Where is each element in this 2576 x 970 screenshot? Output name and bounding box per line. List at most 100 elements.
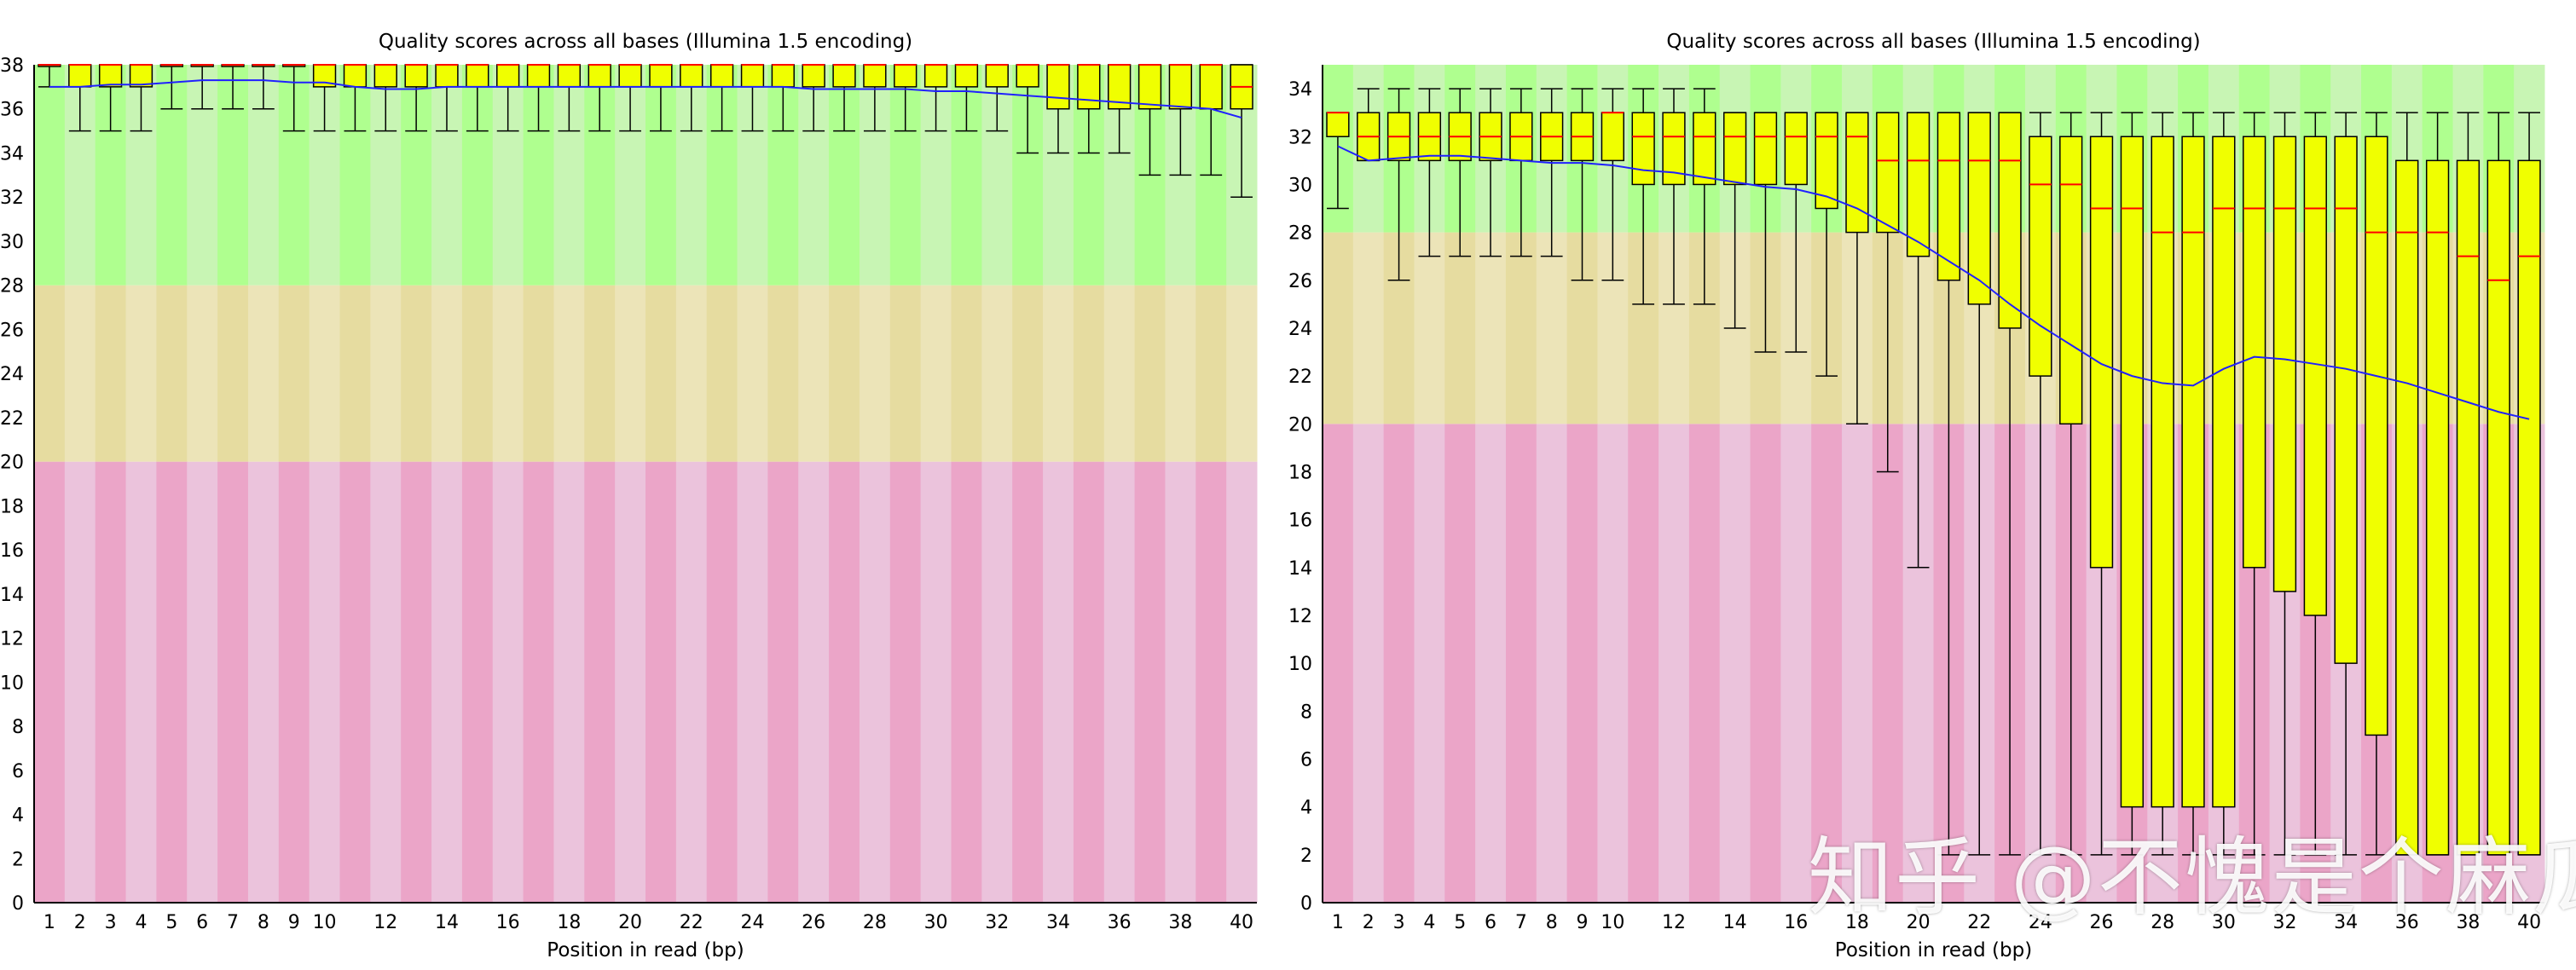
x-tick-label: 16: [496, 912, 520, 933]
x-tick-label: 26: [802, 912, 825, 933]
iqr-box: [740, 64, 765, 88]
iqr-box: [680, 64, 703, 88]
x-tick-label: 24: [2029, 912, 2052, 933]
band-reasonable-stripe: [461, 285, 494, 462]
box-position-5: [1448, 88, 1472, 257]
box-position-5: [159, 64, 183, 110]
x-tick-label: 38: [1168, 912, 1192, 933]
iqr-box: [1784, 112, 1808, 186]
band-poor-stripe: [1012, 461, 1044, 903]
y-tick-label: 18: [1288, 462, 1312, 483]
y-tick-label: 20: [1288, 414, 1312, 436]
x-tick-label: 2: [74, 912, 86, 933]
box-position-6: [190, 64, 214, 110]
band-poor-stripe: [1414, 424, 1445, 903]
band-poor-stripe: [523, 461, 554, 903]
box-position-24: [740, 64, 765, 132]
band-reasonable-stripe: [1323, 232, 1354, 424]
box-position-13: [404, 64, 428, 132]
band-poor-stripe: [1505, 424, 1537, 903]
box-position-34: [2334, 112, 2358, 856]
band-poor-stripe: [675, 461, 708, 903]
box-position-16: [1784, 112, 1808, 353]
y-tick-label: 36: [0, 100, 24, 121]
band-reasonable-stripe: [431, 285, 463, 462]
box-position-27: [832, 64, 856, 132]
x-tick-label: 40: [2517, 912, 2541, 933]
y-tick-label: 32: [1288, 127, 1312, 148]
iqr-box: [2089, 136, 2114, 569]
band-poor-stripe: [95, 461, 127, 903]
x-tick-label: 36: [2395, 912, 2419, 933]
band-poor-stripe: [1566, 424, 1598, 903]
x-tick-label: 8: [1546, 912, 1558, 933]
band-poor-stripe: [737, 461, 768, 903]
iqr-box: [1753, 112, 1778, 186]
box-position-35: [2365, 112, 2388, 856]
x-tick-label: 16: [1784, 912, 1808, 933]
band-poor-stripe: [1842, 424, 1873, 903]
iqr-box: [2181, 136, 2205, 808]
band-poor-stripe: [431, 461, 463, 903]
iqr-box: [1845, 112, 1869, 234]
band-poor-stripe: [1195, 461, 1227, 903]
box-position-25: [2059, 112, 2083, 856]
iqr-box: [404, 64, 428, 88]
box-position-28: [2151, 112, 2174, 856]
y-tick-label: 30: [0, 232, 24, 253]
box-position-38: [1168, 64, 1193, 176]
iqr-box: [2425, 159, 2450, 856]
band-poor-stripe: [584, 461, 616, 903]
band-reasonable-stripe: [278, 285, 310, 462]
box-position-18: [557, 64, 582, 132]
box-position-30: [2212, 112, 2236, 856]
y-tick-label: 28: [1288, 223, 1312, 245]
chart-title: Quality scores across all bases (Illumin…: [379, 31, 912, 53]
x-tick-label: 22: [1967, 912, 1991, 933]
iqr-box: [832, 64, 856, 88]
band-poor-stripe: [1134, 461, 1166, 903]
box-position-2: [1357, 88, 1381, 162]
y-tick-label: 0: [12, 893, 24, 915]
band-reasonable-stripe: [675, 285, 708, 462]
x-tick-label: 14: [435, 912, 459, 933]
x-tick-label: 1: [43, 912, 55, 933]
band-reasonable-stripe: [370, 285, 402, 462]
y-tick-label: 26: [1288, 271, 1312, 292]
box-position-9: [282, 64, 306, 132]
iqr-box: [2303, 136, 2327, 616]
box-position-8: [1540, 88, 1564, 257]
y-tick-label: 2: [12, 849, 24, 870]
band-poor-stripe: [278, 461, 310, 903]
box-position-29: [894, 64, 918, 132]
band-reasonable-stripe: [217, 285, 249, 462]
band-poor-stripe: [615, 461, 646, 903]
iqr-box: [863, 64, 887, 88]
x-tick-label: 3: [105, 912, 117, 933]
box-position-34: [1046, 64, 1070, 154]
x-tick-label: 12: [1662, 912, 1686, 933]
band-poor-stripe: [339, 461, 371, 903]
iqr-box: [1998, 112, 2022, 329]
x-tick-label: 5: [165, 912, 177, 933]
band-poor-stripe: [798, 461, 830, 903]
y-tick-label: 34: [0, 143, 24, 165]
band-reasonable-stripe: [1226, 285, 1258, 462]
x-tick-label: 36: [1108, 912, 1132, 933]
y-tick-label: 16: [0, 540, 24, 562]
box-position-23: [1998, 112, 2022, 856]
band-reasonable-stripe: [920, 285, 952, 462]
band-reasonable-stripe: [64, 285, 96, 462]
band-reasonable-stripe: [1073, 285, 1105, 462]
iqr-box: [68, 64, 92, 88]
band-poor-stripe: [553, 461, 585, 903]
iqr-box: [2272, 136, 2297, 592]
y-tick-label: 26: [0, 320, 24, 341]
box-position-22: [1967, 112, 1991, 856]
band-poor-stripe: [920, 461, 952, 903]
box-position-17: [1815, 112, 1838, 377]
band-poor-stripe: [1780, 424, 1812, 903]
band-poor-stripe: [1658, 424, 1690, 903]
